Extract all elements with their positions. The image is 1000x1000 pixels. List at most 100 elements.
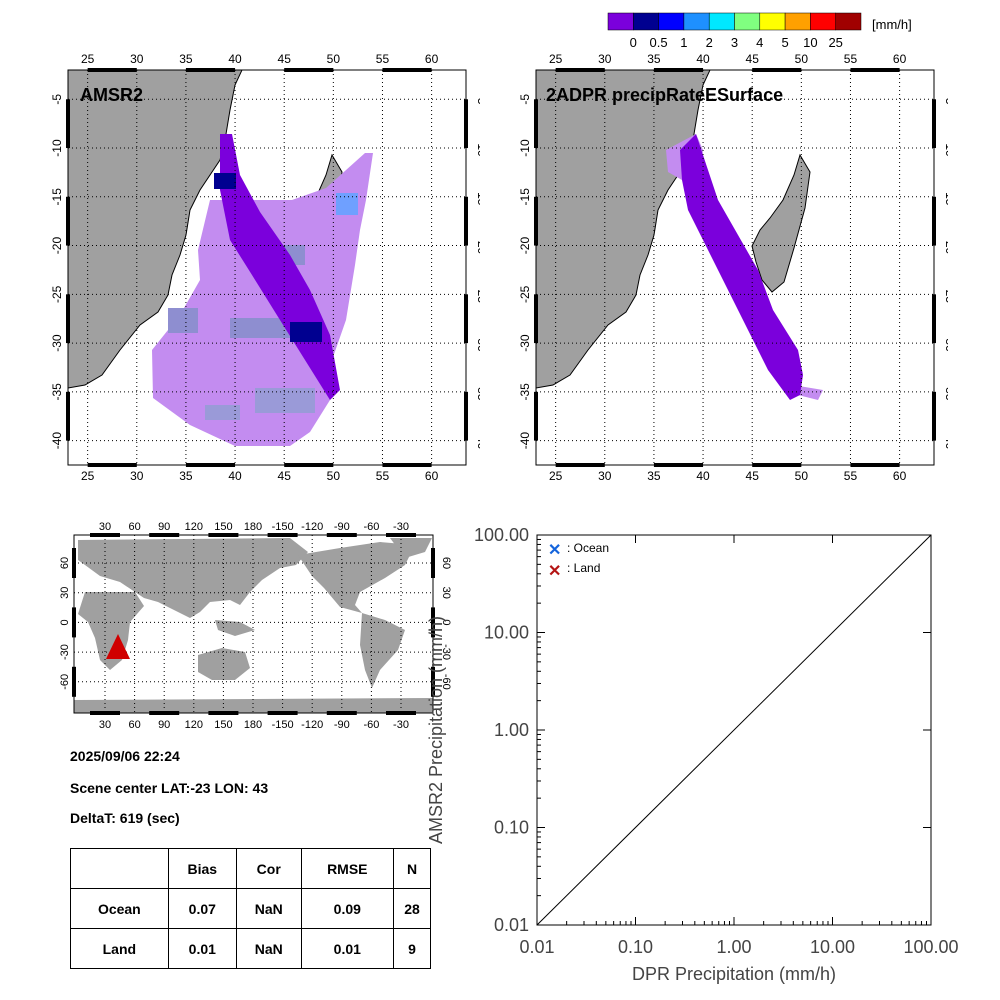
lon-tick-label: 180 xyxy=(244,521,262,533)
lon-tick-label: 45 xyxy=(746,469,760,483)
colorbar-swatch xyxy=(607,12,634,31)
lat-tick-label: -5 xyxy=(518,94,532,105)
lon-tick-label: -150 xyxy=(272,521,294,533)
islands-landmass xyxy=(215,620,255,636)
colorbar-swatch xyxy=(759,12,786,31)
lon-tick-label: 35 xyxy=(179,52,193,66)
colorbar-swatch xyxy=(784,12,811,31)
legend-ocean-label: : Ocean xyxy=(567,541,609,555)
table-cell: NaN xyxy=(235,888,302,929)
lon-tick-label: 25 xyxy=(81,52,95,66)
colorbar-tick-label: 2 xyxy=(706,35,713,50)
table-row: Ocean 0.07 NaN 0.09 28 xyxy=(70,888,431,929)
world-locator-map: 30 60 90 120 150 180 -150 -120 -90 -60 -30 30 60 90 12… xyxy=(59,521,452,731)
lon-tick-label: 25 xyxy=(549,469,563,483)
lon-tick-label: 50 xyxy=(795,52,809,66)
lat-tick-label: -20 xyxy=(943,237,948,255)
lat-tick-label: -5 xyxy=(475,94,480,105)
x-tick-label: 0.01 xyxy=(519,937,554,957)
x-axis-label: DPR Precipitation (mm/h) xyxy=(632,964,836,984)
colorbar-tick-label: 1 xyxy=(680,35,687,50)
lon-tick-label: 55 xyxy=(844,52,858,66)
colorbar-tick-label: 25 xyxy=(828,35,842,50)
lon-tick-label: 30 xyxy=(598,52,612,66)
lat-tick-label: -15 xyxy=(475,188,480,206)
table-cell: 0.01 xyxy=(167,928,237,969)
lon-tick-label: 40 xyxy=(228,469,242,483)
lon-tick-label: -120 xyxy=(301,719,323,731)
north-america-landmass xyxy=(298,542,415,613)
madagascar-landmass xyxy=(751,153,811,293)
lon-tick-label: 150 xyxy=(214,719,232,731)
africa-landmass xyxy=(68,70,243,389)
antarctica-landmass xyxy=(74,698,433,713)
lat-tick-label: -40 xyxy=(475,432,480,450)
lat-tick-label: -30 xyxy=(50,334,64,352)
lon-tick-label: -30 xyxy=(393,521,409,533)
land-marker-icon: ✕ xyxy=(548,563,561,580)
table-header-row: Bias Cor RMSE N xyxy=(70,848,431,889)
colorbar-swatch xyxy=(835,12,862,31)
header-cell: RMSE xyxy=(300,848,395,889)
lat-tick-label: 30 xyxy=(440,587,452,599)
lat-tick-label: -20 xyxy=(50,237,64,255)
colorbar-swatch xyxy=(633,12,659,31)
lon-tick-label: -120 xyxy=(301,521,323,533)
lon-tick-label: 45 xyxy=(746,52,760,66)
lat-tick-label: -10 xyxy=(50,139,64,157)
lat-tick-label: -25 xyxy=(50,285,64,303)
header-cell xyxy=(70,848,169,889)
statistics-table: Bias Cor RMSE N Ocean 0.07 NaN 0.09 28 L… xyxy=(70,848,431,969)
colorbar-unit: [mm/h] xyxy=(872,17,912,32)
lon-tick-label: 35 xyxy=(179,469,193,483)
legend: ✕ : Ocean ✕ : Land xyxy=(548,541,609,580)
lat-tick-label: -35 xyxy=(475,383,480,401)
lon-tick-label: 40 xyxy=(696,52,710,66)
colorbar-swatch xyxy=(734,12,761,31)
header-cell: Bias xyxy=(167,848,237,889)
lat-tick-label: -35 xyxy=(943,383,948,401)
one-to-one-line xyxy=(536,534,932,926)
table-cell: Ocean xyxy=(70,888,169,929)
lat-tick-label: -35 xyxy=(50,383,64,401)
australia-landmass xyxy=(198,648,250,680)
lon-tick-label: 40 xyxy=(696,469,710,483)
scene-center: Scene center LAT:-23 LON: 43 xyxy=(70,780,269,796)
table-cell: 28 xyxy=(393,888,431,929)
lon-tick-label: -30 xyxy=(393,719,409,731)
colorbar-tick-label: 4 xyxy=(756,35,763,50)
lon-tick-label: 90 xyxy=(158,521,170,533)
lon-tick-label: 55 xyxy=(844,469,858,483)
y-axis-label: AMSR2 Precipitation (mm/h) xyxy=(426,616,446,844)
x-tick-label: 0.10 xyxy=(618,937,653,957)
table-cell: Land xyxy=(70,928,169,969)
table-cell: NaN xyxy=(235,928,302,969)
lon-tick-label: 90 xyxy=(158,719,170,731)
lon-tick-label: -150 xyxy=(272,719,294,731)
scatter-plot: 0.01 0.10 1.00 10.00 100.00 100.00 10.00 1.00 0.… xyxy=(426,525,959,984)
lon-tick-label: 35 xyxy=(647,52,661,66)
lat-tick-label: -20 xyxy=(518,237,532,255)
dpr-precip-swath xyxy=(666,134,823,400)
scene-location-marker xyxy=(106,634,130,659)
lon-tick-label: -60 xyxy=(363,719,379,731)
colorbar-swatch xyxy=(658,12,685,31)
lon-tick-label: 45 xyxy=(278,52,292,66)
lon-tick-label: 120 xyxy=(185,719,203,731)
lat-tick-label: -60 xyxy=(440,674,452,690)
table-cell: 9 xyxy=(393,928,431,969)
x-tick-label: 10.00 xyxy=(810,937,855,957)
colorbar: 0 0.5 1 2 3 4 5 10 25 [mm/h] xyxy=(607,12,912,50)
y-tick-label: 0.01 xyxy=(494,915,529,935)
x-tick-label: 100.00 xyxy=(903,937,958,957)
lon-tick-label: 60 xyxy=(128,521,140,533)
lon-tick-label: 180 xyxy=(244,719,262,731)
lon-tick-label: 40 xyxy=(228,52,242,66)
lon-tick-label: 55 xyxy=(376,52,390,66)
amsr2-title: AMSR2 xyxy=(80,85,143,105)
lat-tick-label: -10 xyxy=(943,139,948,157)
lon-tick-label: 30 xyxy=(130,52,144,66)
lat-tick-label: -10 xyxy=(475,139,480,157)
lon-tick-label: 60 xyxy=(425,52,439,66)
lat-tick-label: -25 xyxy=(943,286,948,304)
